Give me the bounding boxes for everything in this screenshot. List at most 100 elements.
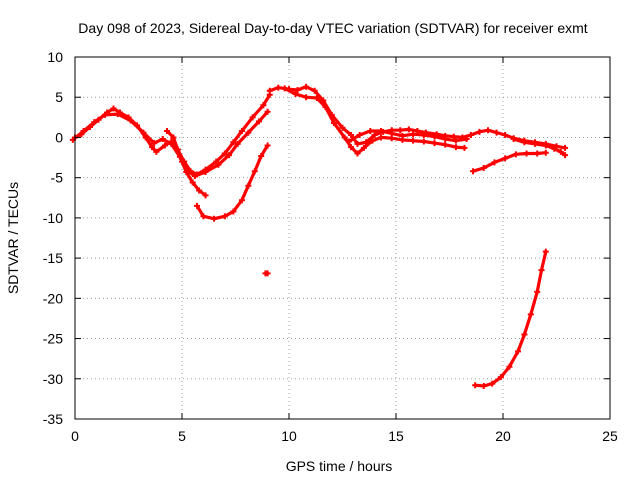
chart-title: Day 098 of 2023, Sidereal Day-to-day VTE… <box>78 20 587 36</box>
data-point <box>542 149 549 156</box>
data-point <box>294 86 301 93</box>
y-tick-label: 0 <box>55 129 63 145</box>
data-point <box>292 91 299 98</box>
data-point <box>369 137 376 144</box>
data-point <box>397 127 404 134</box>
data-point <box>168 140 175 147</box>
data-point <box>538 267 545 274</box>
x-tick-label: 15 <box>388 428 404 444</box>
data-point <box>174 146 181 153</box>
data-point <box>303 83 310 90</box>
data-point <box>502 132 509 139</box>
data-point <box>234 140 241 147</box>
data-point <box>264 270 271 277</box>
data-point <box>183 169 190 176</box>
data-point <box>322 103 329 110</box>
y-tick-label: -15 <box>43 250 63 266</box>
data-point <box>512 151 519 158</box>
data-point <box>251 168 258 175</box>
data-point <box>420 138 427 145</box>
x-tick-label: 10 <box>281 428 297 444</box>
data-point <box>341 134 348 141</box>
data-point <box>521 331 528 338</box>
data-point <box>200 213 207 220</box>
data-point <box>497 374 504 381</box>
data-point <box>80 128 87 135</box>
series-arc-e <box>268 85 567 150</box>
x-tick-label: 5 <box>178 428 186 444</box>
data-point <box>442 136 449 143</box>
data-point <box>534 288 541 295</box>
x-tick-label: 25 <box>602 428 618 444</box>
data-point <box>140 129 147 136</box>
data-point <box>542 142 549 149</box>
data-point <box>215 161 222 168</box>
data-point <box>485 127 492 134</box>
y-tick-label: 10 <box>47 49 63 65</box>
data-point <box>356 132 363 139</box>
data-point <box>264 142 271 149</box>
data-point <box>330 119 337 126</box>
data-point <box>264 108 271 115</box>
data-point <box>388 130 395 137</box>
data-point <box>191 173 198 180</box>
data-point <box>91 119 98 126</box>
data-point <box>230 139 237 146</box>
data-point <box>196 187 203 194</box>
data-point <box>354 140 361 147</box>
data-point <box>161 142 168 149</box>
data-point <box>461 144 468 151</box>
data-point <box>514 348 521 355</box>
data-point <box>452 137 459 144</box>
grid-layer <box>75 57 610 419</box>
data-point <box>311 87 318 94</box>
data-point <box>551 145 558 152</box>
data-point <box>258 152 265 159</box>
data-point <box>360 144 367 151</box>
data-point <box>221 150 228 157</box>
data-point <box>151 140 158 147</box>
data-point <box>452 144 459 151</box>
data-point <box>502 155 509 162</box>
tick-layer: 0 5 10 15 20 25 10 5 0 -5 -10 -15 -20 -25 -30 -35 <box>43 49 618 444</box>
data-point <box>348 132 355 139</box>
data-point <box>281 85 288 92</box>
data-point <box>354 150 361 157</box>
data-point <box>467 132 474 139</box>
data-point <box>470 168 477 175</box>
y-tick-label: -20 <box>43 290 63 306</box>
data-point <box>149 144 156 151</box>
data-point <box>450 133 457 140</box>
data-point <box>245 182 252 189</box>
data-point <box>532 140 539 147</box>
data-point <box>348 144 355 151</box>
data-point <box>420 132 427 139</box>
data-point <box>159 136 166 143</box>
y-tick-label: -25 <box>43 331 63 347</box>
data-point <box>202 169 209 176</box>
data-point <box>431 133 438 140</box>
data-point <box>410 137 417 144</box>
data-point <box>101 111 108 118</box>
data-point <box>345 138 352 145</box>
data-point <box>226 152 233 159</box>
data-point <box>472 382 479 389</box>
data-point <box>266 87 273 94</box>
data-point <box>303 94 310 101</box>
y-tick-label: -5 <box>51 170 64 186</box>
data-point <box>489 380 496 387</box>
data-point <box>506 363 513 370</box>
data-point <box>405 126 412 133</box>
data-point <box>211 215 218 222</box>
y-axis-label: SDTVAR / TECUs <box>5 182 21 294</box>
data-point <box>202 192 209 199</box>
data-point <box>557 148 564 155</box>
data-point <box>275 84 282 91</box>
data-point <box>534 150 541 157</box>
data-point <box>313 95 320 102</box>
data-point <box>562 152 569 159</box>
series-layer <box>69 83 569 390</box>
data-point <box>170 134 177 141</box>
